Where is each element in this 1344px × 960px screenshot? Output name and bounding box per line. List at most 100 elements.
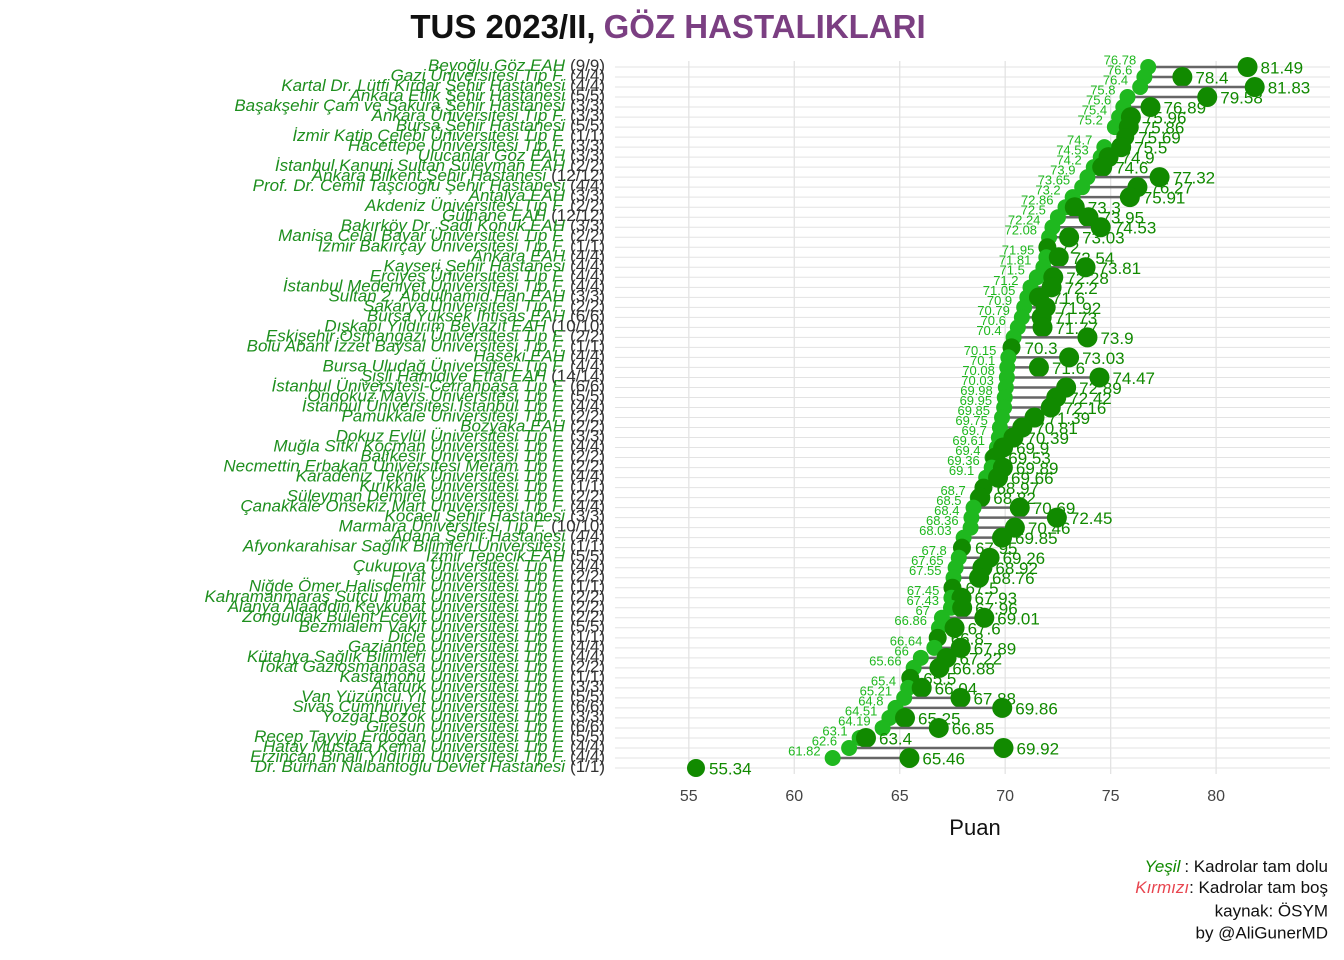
row-quota: (4/4) bbox=[570, 397, 605, 416]
low-label: 72.08 bbox=[1005, 223, 1038, 238]
high-label: 73.03 bbox=[1082, 349, 1125, 368]
row-name: Afyonkarahisar Sağlık Bilimleri Üniversi… bbox=[242, 537, 566, 556]
row-name: Adana Şehir Hastanesi bbox=[390, 527, 566, 546]
row-name: Kırıkkale Üniversitesi Tıp F. bbox=[359, 477, 565, 496]
row-label: Şişli Hamidiye Etfal EAH (14/14) bbox=[361, 367, 605, 386]
caption-source: kaynak: ÖSYM bbox=[1215, 901, 1328, 920]
row-quota: (6/6) bbox=[570, 697, 605, 716]
marks: Beyoğlu Göz EAH (9/9) 76.78 81.49 Gazi Ünive… bbox=[204, 52, 1310, 778]
chart-title: TUS 2023/II, GÖZ HASTALIKLARI bbox=[410, 8, 925, 45]
low-label: 70.4 bbox=[976, 323, 1001, 338]
high-label: 69.01 bbox=[997, 609, 1040, 628]
high-label: 71.39 bbox=[1048, 409, 1091, 428]
row-label: Pamukkale Üniversitesi Tıp F. (2/2) bbox=[341, 407, 605, 426]
row-quota: (2/2) bbox=[570, 197, 605, 216]
row-quota: (3/3) bbox=[570, 107, 605, 126]
row-quota: (4/4) bbox=[570, 77, 605, 96]
high-label: 72.89 bbox=[1079, 379, 1122, 398]
low-label: 73.65 bbox=[1038, 173, 1071, 188]
row-name: Gülhane EAH bbox=[442, 207, 547, 226]
row-label: Atatürk Üniversitesi Tıp F. (3/3) bbox=[371, 677, 605, 696]
row-name: Bakırköy Dr. Sadi Konuk EAH bbox=[341, 217, 566, 236]
low-label: 68.36 bbox=[926, 513, 959, 528]
row-name: Hatay Mustafa Kemal Üniversitesi Tıp F. bbox=[263, 737, 565, 756]
row-label: Akdeniz Üniversitesi Tıp F. (2/2) bbox=[364, 197, 605, 216]
row-quota: (10/10) bbox=[551, 517, 605, 536]
row-label: Kocaeli Şehir Hastanesi (3/3) bbox=[385, 507, 605, 526]
high-dot bbox=[950, 637, 971, 658]
high-label: 65.46 bbox=[922, 749, 965, 768]
low-label: 64.51 bbox=[845, 703, 878, 718]
low-label: 66.64 bbox=[890, 633, 923, 648]
row-quota: (3/3) bbox=[570, 147, 605, 166]
caption-author: by @AliGunerMD bbox=[1195, 923, 1328, 942]
row-quota: (1/1) bbox=[570, 337, 605, 356]
row-quota: (6/6) bbox=[570, 717, 605, 736]
low-label: 71.2 bbox=[993, 273, 1018, 288]
high-dot bbox=[1244, 77, 1265, 98]
high-label: 74.53 bbox=[1114, 219, 1157, 238]
low-label: 73.9 bbox=[1050, 163, 1075, 178]
low-label: 71.5 bbox=[1000, 263, 1025, 278]
row-name: Kastamonu Üniversitesi Tıp F. bbox=[340, 667, 566, 686]
row-label: Recep Tayyip Erdoğan Üniversitesi Tıp F.… bbox=[254, 727, 605, 746]
row-label: İstanbul Medeniyet Üniversitesi Tıp F. (4… bbox=[283, 277, 605, 296]
high-dot bbox=[1089, 367, 1110, 388]
row-name: Ulucanlar Göz EAH bbox=[418, 147, 566, 166]
value-label: 70.3 bbox=[1025, 339, 1058, 358]
low-label: 68.5 bbox=[936, 493, 961, 508]
high-dot bbox=[1077, 327, 1098, 348]
row-label: Ankara Üniversitesi Tıp F. (3/3) bbox=[371, 107, 605, 126]
low-label: 65.4 bbox=[871, 673, 896, 688]
high-dot bbox=[950, 687, 971, 708]
high-dot bbox=[944, 617, 965, 638]
high-dot bbox=[969, 567, 990, 588]
row-name: Sultan 2. Abdülhamid Han EAH bbox=[328, 287, 565, 306]
row-name: İstanbul Kanuni Sultan Süleyman EAH bbox=[275, 157, 566, 176]
value-label: 68.97 bbox=[996, 479, 1039, 498]
row-name: Marmara Üniversitesi Tıp F. bbox=[339, 517, 547, 536]
row-name: Ankara Üniversitesi Tıp F. bbox=[371, 107, 565, 126]
row-label: Erzincan Binali Yıldırım Üniversitesi Tı… bbox=[250, 747, 605, 766]
low-label: 74.7 bbox=[1067, 133, 1092, 148]
row-name: Dicle Üniversitesi Tıp F. bbox=[388, 627, 565, 646]
high-label: 69.53 bbox=[1008, 449, 1051, 468]
high-dot bbox=[1092, 157, 1113, 178]
x-tick-label: 75 bbox=[1102, 788, 1120, 805]
low-label: 70.1 bbox=[970, 353, 995, 368]
caption-line: Kırmızı: Kadrolar tam boş bbox=[1135, 878, 1328, 897]
high-dot bbox=[1059, 347, 1080, 368]
high-label: 72.28 bbox=[1066, 269, 1109, 288]
row-quota: (4/4) bbox=[570, 437, 605, 456]
value-label: 65.5 bbox=[923, 669, 956, 688]
row-quota: (4/4) bbox=[570, 467, 605, 486]
row-label: Beyoğlu Göz EAH (9/9) bbox=[428, 56, 605, 75]
high-label: 71.73 bbox=[1055, 309, 1098, 328]
row-label: Bursa Şehir Hastanesi (5/5) bbox=[396, 117, 605, 136]
high-label: 77.32 bbox=[1173, 169, 1216, 188]
high-label: 66.85 bbox=[952, 719, 995, 738]
row-quota: (10/10) bbox=[551, 317, 605, 336]
low-dot bbox=[841, 739, 858, 756]
row-name: Erzincan Binali Yıldırım Üniversitesi Tı… bbox=[250, 747, 565, 766]
row-name: Van Yüzüncü Yıl Üniversitesi Tıp F. bbox=[301, 687, 565, 706]
row-label: Erciyes Üniversitesi Tıp F. (4/4) bbox=[370, 267, 605, 286]
high-label: 75.96 bbox=[1144, 109, 1187, 128]
row-name: Ankara Bilkent Şehir Hastanesi bbox=[311, 167, 548, 186]
row-label: Dokuz Eylül Üniversitesi Tıp F. (3/3) bbox=[336, 427, 605, 446]
row-label: Gazi Üniversitesi Tıp F. (4/4) bbox=[391, 66, 605, 85]
row-name: Antalya EAH bbox=[468, 187, 566, 206]
high-label: 68.76 bbox=[992, 569, 1035, 588]
row-name: İzmir Tepecik EAH bbox=[426, 547, 566, 566]
row-label: Antalya EAH (3/3) bbox=[468, 187, 605, 206]
low-label: 75.2 bbox=[1078, 113, 1103, 128]
row-quota: (4/4) bbox=[570, 527, 605, 546]
row-name: Atatürk Üniversitesi Tıp F. bbox=[371, 677, 565, 696]
row-quota: (4/4) bbox=[570, 497, 605, 516]
low-label: 66 bbox=[894, 643, 908, 658]
row-name: Recep Tayyip Erdoğan Üniversitesi Tıp F. bbox=[254, 727, 565, 746]
row-quota: (2/2) bbox=[570, 597, 605, 616]
row-quota: (3/3) bbox=[570, 97, 605, 116]
low-label: 71.81 bbox=[999, 253, 1032, 268]
row-quota: (2/2) bbox=[570, 607, 605, 626]
